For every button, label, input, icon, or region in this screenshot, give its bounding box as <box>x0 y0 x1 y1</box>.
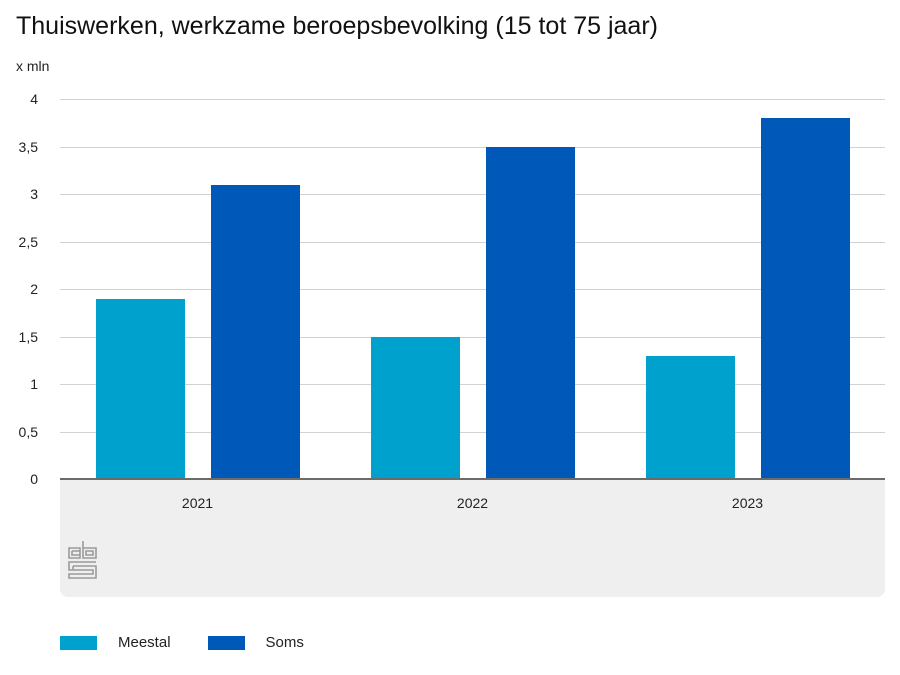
y-tick-label: 1 <box>30 376 38 392</box>
cbs-logo-icon <box>66 538 106 580</box>
legend-label: Meestal <box>118 634 171 651</box>
gridline <box>60 384 885 385</box>
y-tick-label: 0,5 <box>18 423 38 440</box>
y-tick-label: 1,5 <box>18 328 38 345</box>
bar-soms-2023[interactable] <box>760 118 850 479</box>
bar-meestal-2021[interactable] <box>95 298 185 479</box>
gridline <box>60 289 885 290</box>
legend-swatch <box>207 635 245 650</box>
bar-soms-2021[interactable] <box>210 184 300 479</box>
y-tick-label: 2,5 <box>18 233 38 250</box>
legend-item-meestal[interactable]: Meestal <box>60 634 171 651</box>
y-tick-label: 0 <box>30 471 38 487</box>
legend: Meestal Soms <box>60 634 341 651</box>
plot-area <box>60 99 885 479</box>
y-tick-label: 4 <box>30 91 38 107</box>
x-axis-line <box>60 478 885 480</box>
bar-meestal-2023[interactable] <box>645 355 735 479</box>
gridline <box>60 336 885 338</box>
gridline <box>60 146 885 148</box>
chart-title: Thuiswerken, werkzame beroepsbevolking (… <box>16 12 658 40</box>
gridline <box>60 194 885 195</box>
x-tick-label: 2021 <box>181 495 214 511</box>
gridline <box>60 241 885 243</box>
x-tick-label: 2022 <box>456 495 489 511</box>
x-tick-label: 2023 <box>731 495 764 511</box>
legend-item-soms[interactable]: Soms <box>207 634 304 651</box>
gridline <box>60 99 885 100</box>
bar-soms-2022[interactable] <box>485 146 575 479</box>
legend-swatch <box>60 635 97 650</box>
y-axis-unit-label: x mln <box>16 58 50 74</box>
bar-meestal-2022[interactable] <box>370 336 460 479</box>
y-tick-label: 3,5 <box>18 138 38 155</box>
gridline <box>60 431 885 433</box>
x-axis-panel <box>60 479 885 597</box>
legend-label: Soms <box>265 634 304 651</box>
y-tick-label: 3 <box>30 186 38 202</box>
y-tick-label: 2 <box>30 281 38 297</box>
